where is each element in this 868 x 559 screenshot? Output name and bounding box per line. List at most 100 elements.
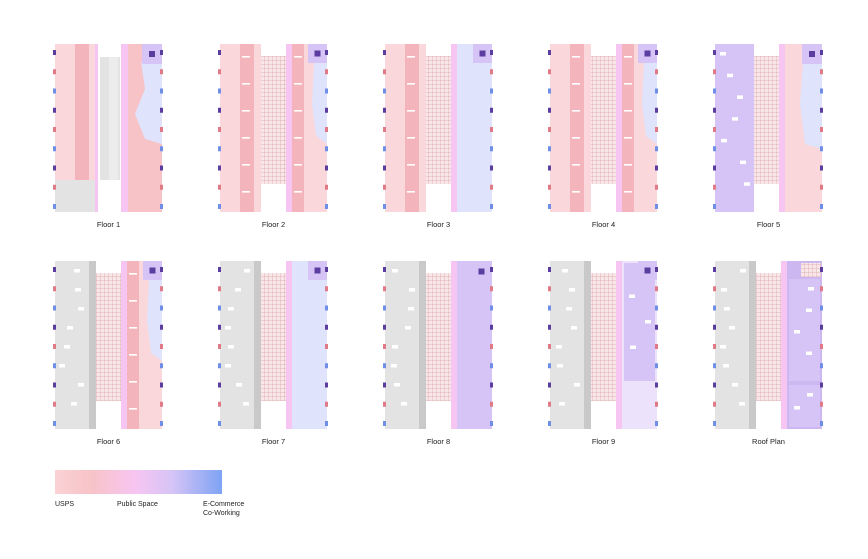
core-marker [809, 51, 815, 57]
desk-tile [727, 73, 733, 78]
desk-tile [739, 402, 745, 406]
edge-marker [713, 324, 716, 330]
edge-marker [548, 146, 551, 152]
edge-marker [383, 421, 386, 426]
coworking-zone [789, 279, 820, 381]
edge-marker [820, 382, 823, 388]
edge-marker [160, 382, 163, 388]
edge-marker [655, 50, 658, 55]
white-dash [624, 137, 632, 139]
grey-zone [55, 261, 89, 429]
desk-tile [401, 402, 407, 406]
edge-marker [713, 184, 716, 190]
edge-marker [490, 88, 493, 94]
ecommerce-zone [715, 44, 754, 212]
edge-marker [383, 267, 386, 272]
desk-tile [74, 269, 80, 273]
edge-marker [383, 324, 386, 330]
desk-tile [740, 160, 746, 165]
edge-marker [53, 88, 56, 94]
desk-tile [737, 95, 743, 99]
edge-marker [490, 401, 493, 407]
ecommerce-zone [642, 62, 657, 144]
desk-tile [630, 345, 636, 349]
edge-marker [383, 305, 386, 311]
desk-tile [235, 288, 241, 292]
floor-plan-f6 [53, 261, 163, 429]
edge-marker [820, 204, 823, 209]
desk-tile [794, 330, 800, 334]
desk-tile [806, 308, 812, 312]
edge-marker [53, 107, 56, 113]
edge-marker [53, 146, 56, 152]
white-dash [624, 191, 632, 193]
edge-marker [655, 88, 658, 94]
edge-marker [325, 146, 328, 152]
floor-plan-f3 [383, 44, 493, 212]
edge-marker [548, 204, 551, 209]
white-dash [407, 137, 415, 139]
ecommerce-zone [457, 261, 492, 429]
public-strip [451, 261, 457, 429]
floor-plan-f7 [218, 261, 328, 429]
edge-marker [325, 363, 328, 369]
desk-tile [556, 345, 562, 349]
desk-tile [64, 345, 70, 349]
floor-label: Floor 9 [591, 437, 616, 446]
edge-marker [548, 363, 551, 369]
desk-tile [806, 351, 812, 355]
edge-marker [820, 69, 823, 75]
edge-marker [548, 382, 551, 388]
desk-tile [391, 364, 397, 368]
edge-marker [325, 88, 328, 94]
usps-strip [75, 44, 89, 180]
edge-marker [325, 401, 328, 407]
legend-public-space-label: Public Space [117, 501, 158, 508]
desk-tile [225, 326, 231, 330]
edge-marker [383, 50, 386, 55]
edge-marker [160, 401, 163, 407]
edge-marker [655, 267, 658, 272]
desk-tile [732, 117, 738, 121]
edge-marker [383, 363, 386, 369]
edge-marker [490, 267, 493, 272]
desk-tile [720, 52, 726, 56]
edge-marker [218, 382, 221, 388]
edge-marker [53, 344, 56, 349]
void [756, 401, 781, 429]
desk-tile [392, 345, 398, 349]
desk-tile [392, 269, 398, 273]
edge-marker [218, 305, 221, 311]
white-dash [242, 137, 250, 139]
edge-marker [713, 88, 716, 94]
desk-tile [720, 345, 726, 349]
legend-gradient-bar [55, 470, 222, 494]
edge-marker [325, 127, 328, 132]
white-dash [572, 137, 580, 139]
ecommerce-zone [292, 261, 327, 429]
ecommerce-zone [135, 62, 162, 144]
grey-strip [254, 261, 261, 429]
edge-marker [53, 401, 56, 407]
edge-marker [548, 50, 551, 55]
desk-tile [409, 288, 415, 292]
white-dash [242, 164, 250, 166]
edge-marker [548, 69, 551, 75]
edge-marker [160, 286, 163, 292]
desk-tile [721, 288, 727, 292]
desk-tile [724, 307, 730, 311]
grid-atrium [754, 56, 779, 184]
edge-marker [383, 146, 386, 152]
edge-marker [490, 50, 493, 55]
floor-plan-f1 [53, 44, 163, 212]
edge-marker [218, 344, 221, 349]
edge-marker [218, 127, 221, 132]
desk-tile [75, 288, 81, 292]
edge-marker [655, 324, 658, 330]
void [426, 401, 451, 429]
edge-marker [218, 50, 221, 55]
edge-marker [325, 344, 328, 349]
desk-tile [807, 393, 813, 397]
edge-marker [713, 204, 716, 209]
public-strip [95, 44, 98, 212]
